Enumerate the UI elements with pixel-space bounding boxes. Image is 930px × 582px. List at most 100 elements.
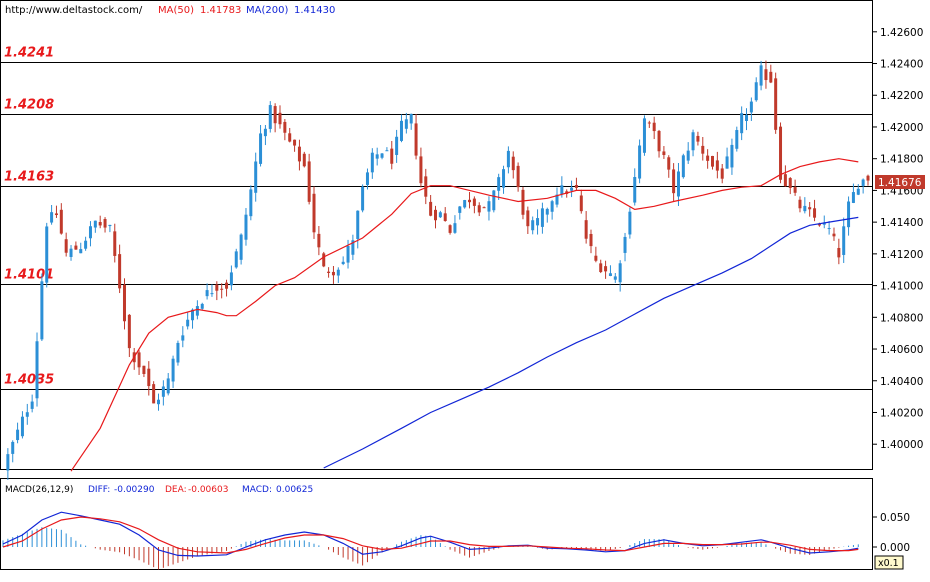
candle-body bbox=[686, 150, 690, 161]
ma50-value: 1.41783 bbox=[200, 5, 241, 16]
candle-body bbox=[84, 240, 88, 249]
y-tick-label: 1.41400 bbox=[880, 217, 923, 229]
candle-body bbox=[375, 154, 379, 159]
candle-body bbox=[263, 128, 267, 137]
candle-body bbox=[205, 290, 209, 297]
candle-body bbox=[492, 190, 496, 211]
candle-body bbox=[540, 208, 544, 227]
level-label: 1.4163 bbox=[4, 170, 54, 185]
scale-badge-label[interactable]: x0.1 bbox=[878, 558, 899, 569]
macd-panel-frame bbox=[0, 478, 873, 570]
candle-body bbox=[268, 105, 272, 129]
candle-body bbox=[856, 188, 860, 195]
candle-body bbox=[817, 223, 821, 226]
candle-body bbox=[779, 126, 783, 180]
candle-body bbox=[395, 136, 399, 155]
candle-body bbox=[866, 175, 870, 181]
candle-body bbox=[210, 293, 214, 295]
candle-body bbox=[312, 193, 316, 233]
ma50-line bbox=[70, 158, 859, 472]
candle-body bbox=[346, 245, 350, 263]
y-tick-label: 1.40200 bbox=[880, 407, 923, 419]
candle-body bbox=[759, 65, 763, 86]
macd-tick-label: 0.000 bbox=[880, 542, 910, 554]
level-label: 1.4241 bbox=[4, 46, 54, 61]
candle-body bbox=[458, 206, 462, 213]
candle-body bbox=[142, 365, 146, 374]
candle-body bbox=[861, 179, 865, 186]
candle-body bbox=[662, 151, 666, 156]
candle-body bbox=[113, 231, 117, 256]
candle-body bbox=[740, 113, 744, 134]
y-tick-label: 1.41200 bbox=[880, 249, 923, 261]
candle-body bbox=[720, 168, 724, 179]
candle-body bbox=[574, 184, 578, 188]
candle-body bbox=[749, 101, 753, 113]
y-tick-label: 1.40400 bbox=[880, 376, 923, 388]
candle-body bbox=[851, 192, 855, 203]
last-price-value: 1.41676 bbox=[878, 177, 922, 189]
level-label: 1.4035 bbox=[4, 373, 54, 388]
candle-body bbox=[244, 214, 248, 240]
candle-body bbox=[696, 135, 700, 142]
candle-body bbox=[54, 213, 58, 216]
candle-body bbox=[443, 213, 447, 221]
candle-body bbox=[511, 156, 515, 171]
candle-body bbox=[404, 119, 408, 129]
candle-body bbox=[171, 358, 175, 382]
candle-body bbox=[108, 224, 112, 227]
candle-body bbox=[579, 195, 583, 212]
candle-body bbox=[468, 199, 472, 203]
candle-body bbox=[16, 429, 20, 441]
candle-body bbox=[434, 209, 437, 221]
candle-body bbox=[283, 121, 287, 133]
macd-tick-label: 0.050 bbox=[880, 512, 910, 524]
candle-body bbox=[764, 69, 768, 81]
candle-body bbox=[239, 234, 243, 260]
candle-body bbox=[594, 255, 598, 261]
ma200-value: 1.41430 bbox=[294, 5, 335, 16]
candle-body bbox=[604, 266, 608, 272]
candle-body bbox=[98, 222, 102, 226]
y-tick-label: 1.42400 bbox=[880, 59, 923, 71]
candle-body bbox=[531, 220, 535, 231]
candle-body bbox=[506, 150, 510, 168]
y-tick-label: 1.41800 bbox=[880, 154, 923, 166]
candle-body bbox=[225, 282, 229, 289]
candle-body bbox=[6, 454, 10, 471]
level-label: 1.4208 bbox=[4, 98, 54, 113]
candle-body bbox=[307, 161, 311, 202]
candle-body bbox=[351, 240, 355, 255]
y-tick-label: 1.40600 bbox=[880, 344, 923, 356]
scale-badge-frame[interactable] bbox=[874, 555, 904, 570]
candle-body bbox=[176, 342, 180, 363]
candle-body bbox=[380, 153, 384, 158]
candle-body bbox=[45, 226, 49, 283]
candle-body bbox=[793, 187, 797, 193]
macd-dea-value: -0.00603 bbox=[188, 485, 228, 495]
candle-body bbox=[837, 247, 841, 258]
candle-body bbox=[584, 220, 588, 239]
candle-body bbox=[254, 161, 258, 193]
candle-body bbox=[35, 341, 39, 399]
candle-body bbox=[322, 253, 326, 267]
site-url[interactable]: http://www.deltastock.com/ bbox=[5, 5, 143, 16]
candle-body bbox=[618, 263, 622, 283]
candle-body bbox=[667, 157, 671, 170]
candle-body bbox=[463, 200, 467, 208]
candle-body bbox=[118, 254, 122, 289]
candle-body bbox=[827, 228, 831, 230]
candle-body bbox=[365, 172, 369, 185]
candle-body bbox=[608, 273, 612, 277]
candlestick-series bbox=[6, 60, 870, 480]
macd-label: MACD(26,12,9) bbox=[5, 485, 73, 495]
candle-body bbox=[647, 122, 651, 124]
macd-series bbox=[2, 511, 859, 570]
candle-body bbox=[477, 205, 481, 213]
candle-body bbox=[229, 272, 233, 286]
candle-body bbox=[409, 113, 413, 124]
candle-body bbox=[448, 225, 452, 233]
